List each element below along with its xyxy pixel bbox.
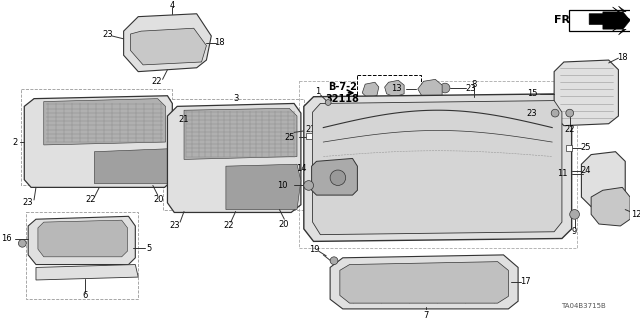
Text: 12: 12 [630,210,640,219]
Polygon shape [304,94,572,241]
Text: FR.: FR. [575,16,595,26]
Polygon shape [226,164,301,210]
Polygon shape [340,262,508,303]
Polygon shape [362,82,379,98]
Polygon shape [312,100,562,235]
Polygon shape [24,96,172,187]
Circle shape [330,257,338,264]
Bar [306,133,312,139]
Text: 9: 9 [572,227,577,236]
Text: 21: 21 [305,125,316,134]
Text: FR.: FR. [554,15,575,25]
Text: 15: 15 [527,89,538,98]
Circle shape [19,240,26,247]
Text: 32118: 32118 [326,94,360,104]
Text: 23: 23 [465,84,476,93]
Text: 2: 2 [12,137,17,146]
Text: 25: 25 [285,133,295,142]
Polygon shape [330,255,518,309]
Polygon shape [312,159,357,195]
Polygon shape [36,264,138,280]
Polygon shape [95,149,172,183]
Circle shape [551,109,559,117]
Circle shape [58,152,72,165]
Polygon shape [554,60,618,126]
Bar [163,99,304,210]
Polygon shape [591,187,630,226]
Text: 6: 6 [82,291,87,300]
Circle shape [39,152,52,165]
Text: 23: 23 [169,221,180,230]
Text: 18: 18 [617,53,628,62]
Text: 22: 22 [223,221,234,230]
Text: 22: 22 [564,125,575,134]
Polygon shape [38,220,127,257]
Text: 3: 3 [233,94,238,103]
Circle shape [304,181,314,190]
Circle shape [566,109,573,117]
Text: 5: 5 [147,244,152,253]
Bar [26,212,138,299]
Text: 8: 8 [472,80,477,89]
Text: 4: 4 [170,1,175,10]
Polygon shape [418,79,442,99]
Circle shape [58,167,72,181]
Text: 24: 24 [580,167,591,175]
Text: 23: 23 [103,31,113,40]
Polygon shape [28,216,135,264]
Circle shape [200,186,212,198]
Text: B-7-2: B-7-2 [328,82,357,92]
Circle shape [325,100,331,105]
Bar [21,89,172,185]
Text: 18: 18 [214,38,225,47]
Text: 19: 19 [309,245,320,254]
Polygon shape [581,152,625,207]
Text: 1: 1 [315,87,320,96]
Text: 23: 23 [526,108,536,118]
Text: 22: 22 [85,196,96,204]
Text: TA04B3715B: TA04B3715B [561,303,605,309]
Circle shape [184,186,196,198]
Polygon shape [124,14,211,72]
Polygon shape [168,103,301,212]
Circle shape [44,167,58,181]
Circle shape [570,210,579,219]
Text: 14: 14 [296,164,307,173]
Text: 11: 11 [557,169,568,178]
Text: 20: 20 [154,196,164,204]
Text: 21: 21 [179,115,189,124]
Circle shape [330,170,346,185]
Polygon shape [603,6,630,35]
Circle shape [184,168,196,180]
Polygon shape [184,108,297,160]
Text: 25: 25 [580,143,591,152]
Bar [299,81,577,248]
Text: 20: 20 [278,219,289,228]
Text: 17: 17 [520,278,530,286]
Circle shape [200,168,212,180]
Polygon shape [44,99,166,145]
Text: 7: 7 [423,311,428,319]
Text: 23: 23 [23,198,33,207]
Text: 13: 13 [392,85,402,93]
Circle shape [440,83,450,93]
Text: 16: 16 [1,234,12,243]
Polygon shape [131,28,207,65]
Bar [569,10,632,31]
Text: 10: 10 [276,181,287,190]
Polygon shape [385,80,404,97]
Polygon shape [589,7,630,31]
Bar [357,75,420,111]
Text: 22: 22 [152,77,162,86]
Bar [566,145,572,151]
